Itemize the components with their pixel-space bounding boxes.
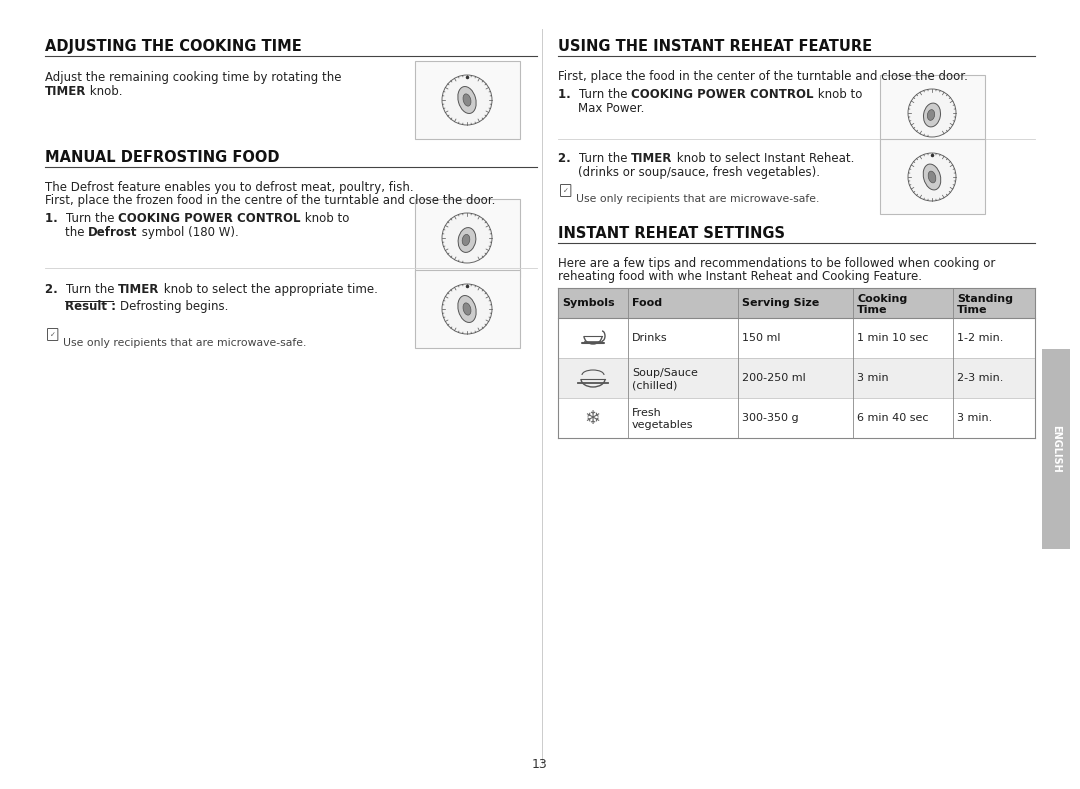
Text: Turn the: Turn the [66,283,118,296]
Text: 13: 13 [532,758,548,771]
Text: 1.: 1. [558,88,579,101]
Text: 1 min 10 sec: 1 min 10 sec [858,333,929,343]
Text: Turn the: Turn the [66,212,118,225]
Text: knob to select the appropriate time.: knob to select the appropriate time. [160,283,378,296]
Text: Cooking: Cooking [858,294,907,304]
Text: 2.: 2. [45,283,66,296]
Text: Result :: Result : [65,300,116,313]
Text: TIMER: TIMER [45,85,86,98]
Ellipse shape [923,103,941,127]
Text: 3 min.: 3 min. [957,413,993,423]
Bar [415,61,519,139]
Ellipse shape [463,303,471,315]
Ellipse shape [462,234,470,245]
Text: TIMER: TIMER [118,283,160,296]
Bar [415,199,519,277]
Text: Symbols: Symbols [562,298,615,308]
Text: Time: Time [858,305,888,315]
Ellipse shape [458,227,476,252]
Ellipse shape [458,296,476,323]
Circle shape [442,213,492,263]
Bar [880,139,985,214]
Text: Max Power.: Max Power. [578,102,645,115]
Bar [880,75,985,150]
Text: the: the [65,226,89,239]
Text: Adjust the remaining cooking time by rotating the: Adjust the remaining cooking time by rot… [45,71,341,84]
Text: knob to select Instant Reheat.: knob to select Instant Reheat. [673,152,854,165]
Circle shape [442,284,492,334]
Text: 6 min 40 sec: 6 min 40 sec [858,413,929,423]
Text: ✓: ✓ [563,188,568,193]
Text: Here are a few tips and recommendations to be followed when cooking or: Here are a few tips and recommendations … [558,257,996,270]
Text: COOKING POWER CONTROL: COOKING POWER CONTROL [118,212,300,225]
Text: First, place the food in the center of the turntable and close the door.: First, place the food in the center of t… [558,70,968,83]
Text: TIMER: TIMER [631,152,673,165]
Text: First, place the frozen food in the centre of the turntable and close the door.: First, place the frozen food in the cent… [45,194,496,207]
Text: ❄: ❄ [584,409,602,428]
Text: Turn the: Turn the [579,88,631,101]
Ellipse shape [458,87,476,114]
Ellipse shape [928,110,934,121]
Circle shape [908,153,956,201]
Text: Defrosting begins.: Defrosting begins. [120,300,228,313]
Text: Soup/Sauce: Soup/Sauce [632,368,698,378]
Ellipse shape [923,164,941,190]
Text: 150 ml: 150 ml [742,333,781,343]
Text: 200-250 ml: 200-250 ml [742,373,806,383]
Text: Drinks: Drinks [632,333,667,343]
Text: 2-3 min.: 2-3 min. [957,373,1003,383]
Text: Defrost: Defrost [89,226,138,239]
Text: reheating food with whe Instant Reheat and Cooking Feature.: reheating food with whe Instant Reheat a… [558,270,922,283]
Text: INSTANT REHEAT SETTINGS: INSTANT REHEAT SETTINGS [558,226,785,241]
Text: Fresh: Fresh [632,408,662,418]
Text: Turn the: Turn the [579,152,631,165]
Bar [558,288,1035,318]
Text: Serving Size: Serving Size [742,298,820,308]
Text: Time: Time [957,305,987,315]
Bar [415,270,519,348]
Text: COOKING POWER CONTROL: COOKING POWER CONTROL [631,88,813,101]
Ellipse shape [463,94,471,106]
Text: The Defrost feature enables you to defrost meat, poultry, fish.: The Defrost feature enables you to defro… [45,181,414,194]
Text: vegetables: vegetables [632,420,693,430]
Text: USING THE INSTANT REHEAT FEATURE: USING THE INSTANT REHEAT FEATURE [558,39,873,54]
Text: 1.: 1. [45,212,66,225]
Text: knob.: knob. [86,85,123,98]
Text: Use only recipients that are microwave-safe.: Use only recipients that are microwave-s… [576,194,820,204]
Text: ✓: ✓ [50,331,55,338]
Text: 300-350 g: 300-350 g [742,413,798,423]
Text: (chilled): (chilled) [632,380,677,390]
Text: 2.: 2. [558,152,579,165]
Text: knob to: knob to [813,88,862,101]
Circle shape [442,75,492,125]
Bar [558,358,1035,398]
Text: 1-2 min.: 1-2 min. [957,333,1003,343]
Text: Food: Food [632,298,662,308]
Text: symbol (180 W).: symbol (180 W). [138,226,239,239]
Text: ENGLISH: ENGLISH [1051,425,1061,473]
Text: knob to: knob to [300,212,349,225]
Bar [1042,349,1070,549]
Text: Use only recipients that are microwave-safe.: Use only recipients that are microwave-s… [63,338,307,348]
Bar [558,318,1035,358]
Text: (drinks or soup/sauce, fresh vegetables).: (drinks or soup/sauce, fresh vegetables)… [578,166,820,179]
Text: ADJUSTING THE COOKING TIME: ADJUSTING THE COOKING TIME [45,39,301,54]
Circle shape [908,89,956,137]
Bar [558,398,1035,438]
Text: Standing: Standing [957,294,1013,304]
Text: 3 min: 3 min [858,373,889,383]
Ellipse shape [928,171,935,183]
Text: MANUAL DEFROSTING FOOD: MANUAL DEFROSTING FOOD [45,150,280,165]
